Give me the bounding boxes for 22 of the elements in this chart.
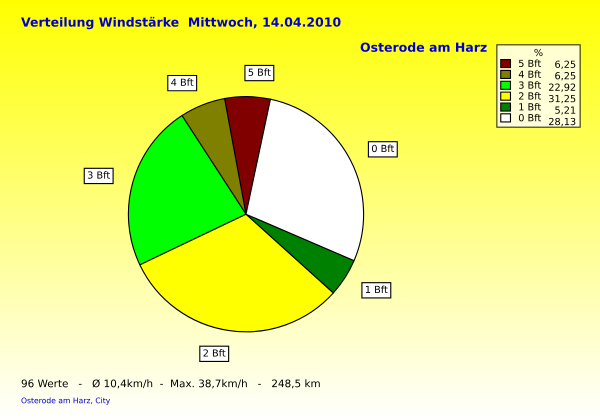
legend-label: 1 Bft (519, 102, 542, 110)
slice-label: 3 Bft (88, 171, 110, 179)
slice-label: 1 Bft (366, 286, 388, 293)
data-label: 6,25 (555, 60, 576, 69)
legend-label: 2 Bft (518, 92, 542, 100)
chart-title: Verteilung Windstärke Mittwoch, 14.04.2010 (21, 16, 341, 30)
slice-label: 0 Bft (372, 144, 394, 152)
data-label: 6,25 (555, 72, 576, 80)
legend-label: 5 Bft (519, 60, 542, 68)
data-label: 28,13 (549, 118, 576, 126)
data-label: 5,21 (555, 106, 576, 115)
slice-label: 5 Bft (248, 68, 271, 76)
slice-label: 4 Bft (171, 78, 194, 86)
legend-label: 3 Bft (518, 81, 542, 89)
chart-subtitle: Osterode am Harz (360, 42, 487, 52)
legend-label: 4 Bft (518, 70, 542, 78)
legend-title: % (534, 48, 543, 56)
data-label: 31,25 (549, 94, 576, 104)
data-label: 22,92 (549, 83, 576, 92)
text: 96 Werte - Ø 10,4km/h - Max. 38,7km/h - 248,5 km (22, 379, 320, 388)
legend-label: 0 Bft (518, 114, 542, 122)
slice-label: 2 Bft (203, 349, 226, 357)
